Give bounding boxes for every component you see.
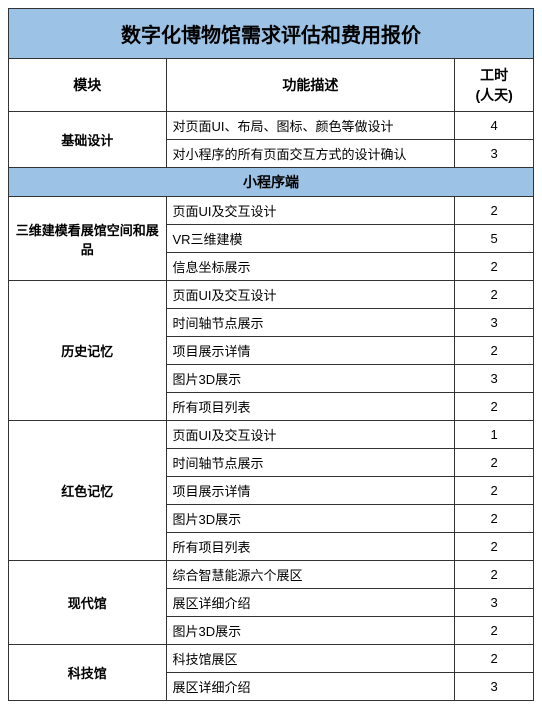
row-desc: 所有项目列表 xyxy=(166,533,455,561)
row-desc: 图片3D展示 xyxy=(166,365,455,393)
row-desc: 展区详细介绍 xyxy=(166,673,455,701)
row-desc: VR三维建模 xyxy=(166,225,455,253)
row-hours: 4 xyxy=(455,112,534,140)
row-hours: 2 xyxy=(455,617,534,645)
row-desc: 所有项目列表 xyxy=(166,393,455,421)
row-hours: 2 xyxy=(455,477,534,505)
row-desc: 对页面UI、布局、图标、颜色等做设计 xyxy=(166,112,455,140)
row-desc: 页面UI及交互设计 xyxy=(166,281,455,309)
row-hours: 2 xyxy=(455,281,534,309)
row-hours: 2 xyxy=(455,449,534,477)
row-desc: 信息坐标展示 xyxy=(166,253,455,281)
row-hours: 3 xyxy=(455,140,534,168)
row-desc: 时间轴节点展示 xyxy=(166,309,455,337)
row-hours: 2 xyxy=(455,505,534,533)
header-desc: 功能描述 xyxy=(166,59,455,112)
row-hours: 3 xyxy=(455,589,534,617)
row-desc: 页面UI及交互设计 xyxy=(166,421,455,449)
row-hours: 2 xyxy=(455,253,534,281)
row-hours: 5 xyxy=(455,225,534,253)
row-desc: 展区详细介绍 xyxy=(166,589,455,617)
row-desc: 图片3D展示 xyxy=(166,617,455,645)
row-desc: 图片3D展示 xyxy=(166,505,455,533)
row-desc: 综合智慧能源六个展区 xyxy=(166,561,455,589)
row-hours: 1 xyxy=(455,421,534,449)
row-hours: 2 xyxy=(455,197,534,225)
header-hours: 工时(人天) xyxy=(455,59,534,112)
header-module: 模块 xyxy=(9,59,167,112)
row-hours: 3 xyxy=(455,309,534,337)
row-desc: 页面UI及交互设计 xyxy=(166,197,455,225)
quote-table: 数字化博物馆需求评估和费用报价模块功能描述工时(人天) 基础设计对页面UI、布局、… xyxy=(8,8,534,701)
row-hours: 2 xyxy=(455,561,534,589)
row-hours: 2 xyxy=(455,533,534,561)
row-desc: 项目展示详情 xyxy=(166,477,455,505)
section-header: 小程序端 xyxy=(9,168,534,197)
row-hours: 2 xyxy=(455,337,534,365)
row-hours: 3 xyxy=(455,365,534,393)
row-desc: 对小程序的所有页面交互方式的设计确认 xyxy=(166,140,455,168)
module-name: 基础设计 xyxy=(9,112,167,168)
module-name: 历史记忆 xyxy=(9,281,167,421)
table-title: 数字化博物馆需求评估和费用报价 xyxy=(9,9,534,59)
row-desc: 科技馆展区 xyxy=(166,645,455,673)
row-hours: 3 xyxy=(455,673,534,701)
row-desc: 时间轴节点展示 xyxy=(166,449,455,477)
module-name: 红色记忆 xyxy=(9,421,167,561)
row-hours: 2 xyxy=(455,645,534,673)
module-name: 科技馆 xyxy=(9,645,167,701)
row-desc: 项目展示详情 xyxy=(166,337,455,365)
module-name: 现代馆 xyxy=(9,561,167,645)
module-name: 三维建模看展馆空间和展品 xyxy=(9,197,167,281)
row-hours: 2 xyxy=(455,393,534,421)
